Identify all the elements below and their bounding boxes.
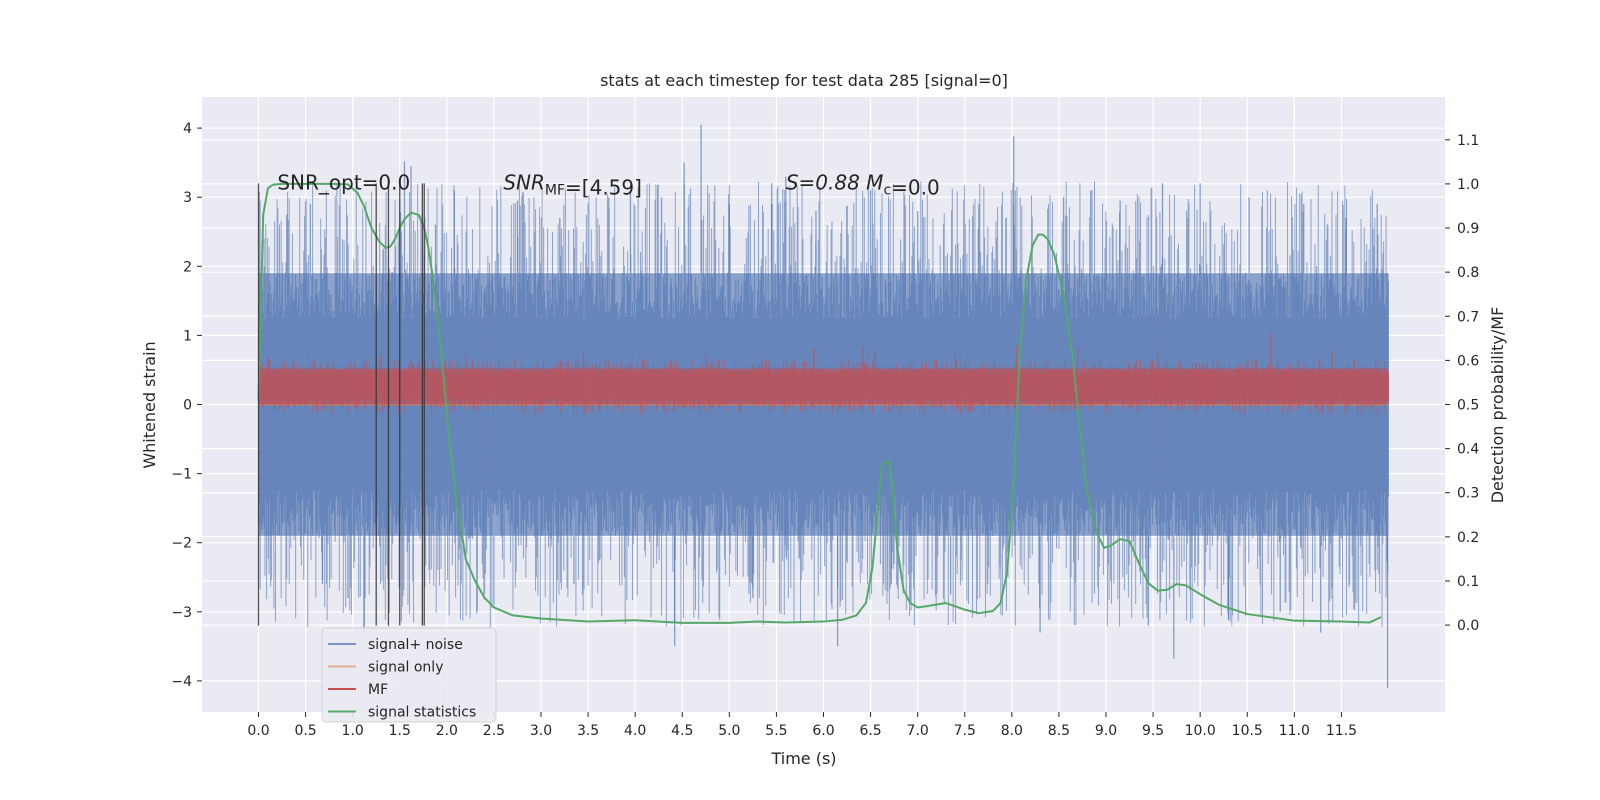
y-left-tick-label-1: −3: [171, 605, 192, 621]
legend-label-2: MF: [368, 682, 388, 698]
y-right-tick-label-2: 0.2: [1457, 530, 1479, 546]
y-left-tick-label-8: 4: [183, 121, 192, 137]
x-tick-label-7: 3.5: [577, 723, 599, 739]
y-right-tick-label-4: 0.4: [1457, 442, 1479, 458]
annotations: SNR_opt=0.0 SNRMF=[4.59] S=0.88 Mc=0.0: [277, 170, 939, 199]
x-tick-label-15: 7.5: [954, 723, 976, 739]
legend-label-3: signal statistics: [368, 705, 476, 721]
y-right-tick-label-0: 0.0: [1457, 618, 1479, 634]
y-left-tick-label-2: −2: [171, 536, 192, 552]
x-tick-label-20: 10.0: [1185, 723, 1216, 739]
x-tick-label-21: 10.5: [1232, 723, 1263, 739]
chart-title: stats at each timestep for test data 285…: [600, 71, 1008, 90]
ticks: 0.0 0.5 1.0 1.5 2.0 2.5 3.0 3.5 4.0 4.5 5.0 5.5 6.0 6…: [171, 121, 1479, 739]
x-tick-label-23: 11.5: [1326, 723, 1357, 739]
x-tick-label-6: 3.0: [530, 723, 552, 739]
annotation-0: SNR_opt=0.0: [277, 170, 410, 194]
x-tick-label-19: 9.5: [1142, 723, 1164, 739]
y-right-tick-label-8: 0.8: [1457, 265, 1479, 281]
y-left-tick-label-7: 3: [183, 190, 192, 206]
y-axis-label-right: Detection probability/MF: [1488, 307, 1507, 504]
x-tick-label-9: 4.5: [671, 723, 693, 739]
x-tick-label-12: 6.0: [812, 723, 834, 739]
y-left-tick-label-6: 2: [183, 259, 192, 275]
x-tick-label-13: 6.5: [859, 723, 881, 739]
x-tick-label-11: 5.5: [765, 723, 787, 739]
annotation-2: S=0.88 Mc=0.0: [786, 170, 940, 199]
legend-label-0: signal+ noise: [368, 637, 463, 653]
vertical-markers: [257, 183, 425, 626]
x-tick-label-14: 7.0: [907, 723, 929, 739]
x-tick-label-3: 1.5: [389, 723, 411, 739]
y-right-tick-label-10: 1.0: [1457, 177, 1479, 193]
y-right-tick-label-7: 0.7: [1457, 309, 1479, 325]
annotation-1: SNRMF=[4.59]: [503, 170, 642, 199]
data-layer: [257, 124, 1389, 688]
x-tick-label-1: 0.5: [294, 723, 316, 739]
x-tick-label-2: 1.0: [342, 723, 364, 739]
x-tick-label-22: 11.0: [1279, 723, 1310, 739]
x-tick-label-4: 2.0: [436, 723, 458, 739]
x-tick-label-17: 8.5: [1048, 723, 1070, 739]
x-tick-label-0: 0.0: [247, 723, 269, 739]
x-axis-label: Time (s): [770, 749, 836, 768]
y-right-tick-label-1: 0.1: [1457, 574, 1479, 590]
x-tick-label-16: 8.0: [1001, 723, 1023, 739]
y-right-tick-label-11: 1.1: [1457, 133, 1479, 149]
series-3-line: [257, 182, 1382, 624]
y-left-tick-label-4: 0: [183, 398, 192, 414]
x-tick-label-5: 2.5: [483, 723, 505, 739]
y-left-tick-label-5: 1: [183, 328, 192, 344]
y-right-tick-label-5: 0.5: [1457, 398, 1479, 414]
y-left-tick-label-3: −1: [171, 467, 192, 483]
series-2-noise: [258, 334, 1389, 415]
y-left-tick-label-0: −4: [171, 674, 192, 690]
x-tick-label-18: 9.0: [1095, 723, 1117, 739]
y-axis-label-left: Whitened strain: [140, 341, 159, 468]
legend: signal+ noise signal only MF signal statist…: [321, 627, 497, 723]
x-tick-label-10: 5.0: [718, 723, 740, 739]
legend-box: [321, 627, 497, 723]
legend-label-1: signal only: [368, 660, 443, 676]
y-right-tick-label-9: 0.9: [1457, 221, 1479, 237]
y-right-tick-label-6: 0.6: [1457, 353, 1479, 369]
y-right-tick-label-3: 0.3: [1457, 486, 1479, 502]
x-tick-label-8: 4.0: [624, 723, 646, 739]
